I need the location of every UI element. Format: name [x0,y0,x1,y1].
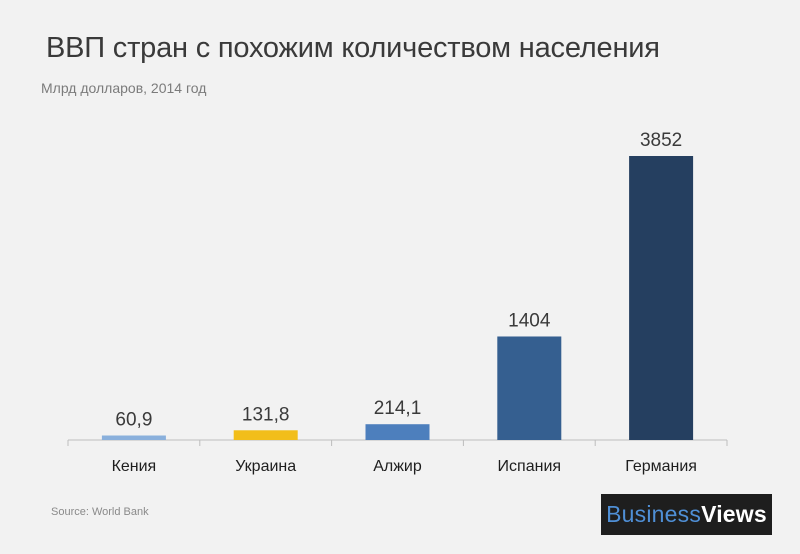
bar [101,435,166,440]
chart-title: ВВП стран с похожим количеством населени… [46,32,660,64]
business-views-logo: Business Views [601,494,772,535]
data-label: 3852 [640,130,682,151]
data-label: 131,8 [242,404,290,425]
source-note: Source: World Bank [51,506,149,518]
data-label: 60,9 [115,410,152,431]
category-label: Испания [498,458,562,475]
bar [629,156,694,440]
logo-text-business: Business [606,501,702,527]
category-label: Германия [625,458,697,475]
logo-text-views: Views [701,501,767,527]
bar [497,336,562,440]
data-label: 1404 [508,310,551,331]
data-label: 214,1 [374,398,422,419]
category-label: Украина [235,458,296,475]
bar [365,424,430,440]
bar [233,430,298,440]
category-label: Кения [112,458,157,475]
category-label: Алжир [373,458,422,475]
chart-subtitle: Млрд долларов, 2014 год [41,80,207,96]
